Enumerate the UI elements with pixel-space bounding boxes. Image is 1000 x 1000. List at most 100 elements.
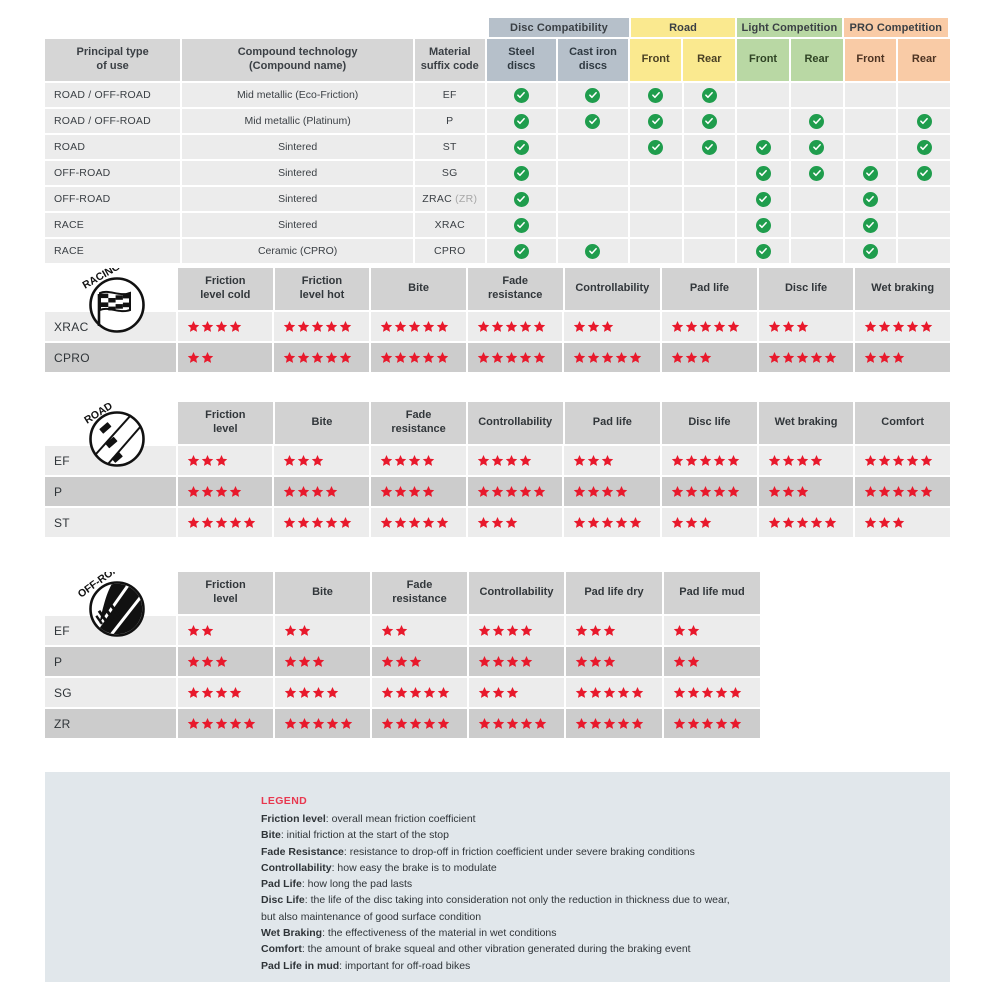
star-icon xyxy=(339,320,352,333)
star-icon xyxy=(768,485,781,498)
road-row-label: ST xyxy=(45,508,176,537)
cell-road-front xyxy=(629,135,682,159)
check-icon xyxy=(648,113,664,129)
check-icon xyxy=(648,87,664,103)
cell-pro-front xyxy=(844,161,897,185)
road-header-pad-life: Pad life xyxy=(564,402,661,444)
star-icon xyxy=(589,686,602,699)
racing-rating-friction-level-hot xyxy=(274,312,369,341)
star-icon xyxy=(243,717,256,730)
star-icon xyxy=(615,351,628,364)
star-icon xyxy=(311,454,324,467)
star-icon xyxy=(505,454,518,467)
check-icon xyxy=(513,243,529,259)
cell-material-code: ST xyxy=(414,135,485,159)
star-icon xyxy=(505,485,518,498)
group-header-pro-competition: PRO Competition xyxy=(843,18,949,37)
cell-principal-type: RACE xyxy=(45,239,181,263)
road-rating-bite xyxy=(274,446,369,475)
legend-title: LEGEND xyxy=(261,795,308,807)
group-header-light-competition: Light Competition xyxy=(737,18,842,37)
star-icon xyxy=(519,320,532,333)
cell-compound-technology: Mid metallic (Platinum) xyxy=(182,109,413,133)
star-icon xyxy=(603,624,616,637)
star-icon xyxy=(215,655,228,668)
star-icon xyxy=(283,320,296,333)
cell-road-front xyxy=(629,109,682,133)
racing-rating-friction-level-cold xyxy=(177,312,273,341)
star-icon xyxy=(187,516,200,529)
legend-panel: LEGEND Friction level: overall mean fric… xyxy=(45,772,950,982)
star-icon xyxy=(325,351,338,364)
star-icon xyxy=(699,454,712,467)
legend-entry: Comfort: the amount of brake squeal and … xyxy=(261,943,691,956)
cell-compound-technology: Sintered xyxy=(182,187,413,211)
star-icon xyxy=(380,351,393,364)
table-row: EF xyxy=(45,446,951,475)
road-rating-pad-life xyxy=(564,477,660,506)
check-icon xyxy=(701,139,717,155)
star-icon xyxy=(603,717,616,730)
offroad-rating-controllability xyxy=(469,647,564,676)
check-icon xyxy=(585,243,601,259)
star-icon xyxy=(601,351,614,364)
star-icon xyxy=(629,516,642,529)
racing-rating-wet-braking xyxy=(855,312,951,341)
star-icon xyxy=(629,351,642,364)
offroad-header-bite: Bite xyxy=(275,572,370,614)
star-icon xyxy=(380,485,393,498)
group-header-spacer xyxy=(45,18,489,37)
group-header-disc-compatibility: Disc Compatibility xyxy=(489,18,629,37)
cell-pro-rear xyxy=(898,161,951,185)
cell-light-rear xyxy=(790,161,843,185)
header-compound-technology: Compound technology (Compound name) xyxy=(182,39,413,81)
star-icon xyxy=(325,516,338,529)
offroad-rating-pad-life-mud xyxy=(664,678,760,707)
legend-entry: but also maintenance of good surface con… xyxy=(261,910,482,923)
road-rating-controllability xyxy=(467,446,563,475)
header-light-rear: Rear xyxy=(790,39,843,81)
table-row: ROAD / OFF-ROAD Mid metallic (Platinum) P xyxy=(45,109,951,133)
star-icon xyxy=(796,516,809,529)
road-rating-friction-level xyxy=(177,477,273,506)
star-icon xyxy=(589,717,602,730)
star-icon xyxy=(589,624,602,637)
star-icon xyxy=(671,485,684,498)
cell-steel-discs xyxy=(486,213,557,237)
star-icon xyxy=(920,485,933,498)
star-icon xyxy=(201,655,214,668)
star-icon xyxy=(491,454,504,467)
star-icon xyxy=(601,485,614,498)
star-icon xyxy=(187,655,200,668)
road-rating-bite xyxy=(274,477,369,506)
check-icon xyxy=(755,139,771,155)
star-icon xyxy=(436,516,449,529)
star-icon xyxy=(587,320,600,333)
cell-light-front xyxy=(737,109,789,133)
star-icon xyxy=(284,717,297,730)
offroad-rating-pad-life-mud xyxy=(664,616,760,645)
star-icon xyxy=(408,351,421,364)
check-icon xyxy=(862,243,878,259)
header-road-rear: Rear xyxy=(683,39,736,81)
offroad-header-pad-life-dry: Pad life dry xyxy=(566,572,662,614)
star-icon xyxy=(201,351,214,364)
check-icon xyxy=(513,165,529,181)
star-icon xyxy=(782,454,795,467)
table-row: CPRO xyxy=(45,343,951,372)
star-icon xyxy=(437,686,450,699)
star-icon xyxy=(699,516,712,529)
road-rating-disc-life xyxy=(661,477,757,506)
racing-rating-disc-life xyxy=(758,312,854,341)
compatibility-table-body: ROAD / OFF-ROAD Mid metallic (Eco-Frictio… xyxy=(45,83,951,263)
cell-steel-discs xyxy=(486,187,557,211)
star-icon xyxy=(381,686,394,699)
star-icon xyxy=(298,686,311,699)
star-icon xyxy=(615,485,628,498)
racing-header-fade-resistance: Fade resistance xyxy=(467,268,563,310)
star-icon xyxy=(878,320,891,333)
offroad-header-row: Friction level Bite Fade resistance Controlla… xyxy=(178,572,800,614)
star-icon xyxy=(408,516,421,529)
star-icon xyxy=(671,516,684,529)
star-icon xyxy=(394,320,407,333)
